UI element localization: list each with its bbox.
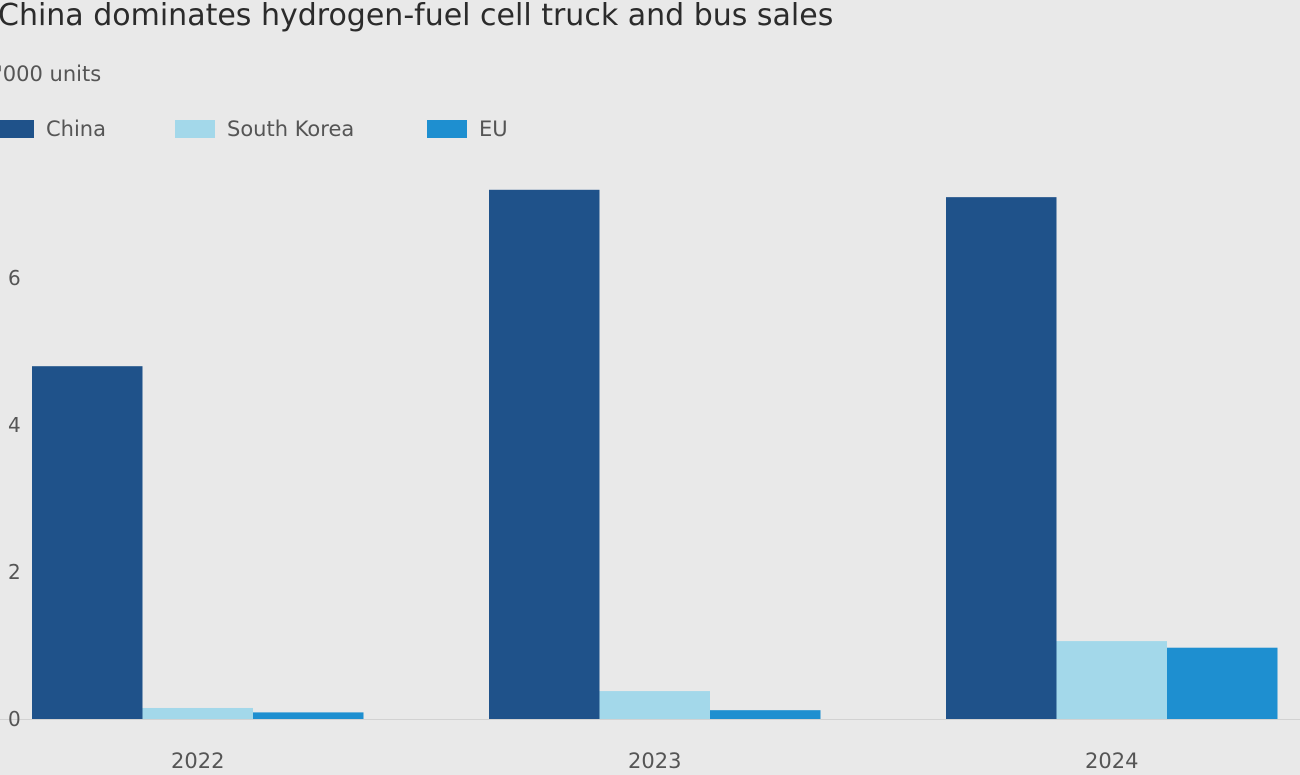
y-tick-label: 6 [8,266,21,290]
y-tick-label: 4 [8,413,21,437]
legend-item-china: China [0,117,106,141]
x-tick-label-2024: 2024 [1085,749,1138,773]
y-tick-label: 2 [8,560,21,584]
legend-swatch-eu [427,120,467,138]
bar-eu-2024 [1167,647,1278,719]
bar-china-2022 [32,366,143,719]
bar-south-korea-2023 [599,691,710,719]
x-tick-label-2022: 2022 [171,749,224,773]
legend-swatch-south-korea [175,120,215,138]
legend-label-eu: EU [479,117,508,141]
chart-title: China dominates hydrogen-fuel cell truck… [0,0,834,33]
bar-china-2023 [489,189,600,720]
x-tick-label-2023: 2023 [628,749,681,773]
bar-eu-2023 [710,710,821,719]
bar-eu-2022 [253,712,364,719]
legend-swatch-china [0,120,34,138]
y-tick-label: 0 [8,707,21,731]
legend-item-south-korea: South Korea [175,117,354,141]
bar-south-korea-2024 [1056,641,1167,719]
legend-label-china: China [46,117,106,141]
legend-label-south-korea: South Korea [227,117,355,141]
bar-south-korea-2022 [142,707,253,719]
chart-subtitle: '000 units [0,62,102,86]
legend-item-eu: EU [427,117,508,141]
bar-china-2024 [946,197,1057,719]
